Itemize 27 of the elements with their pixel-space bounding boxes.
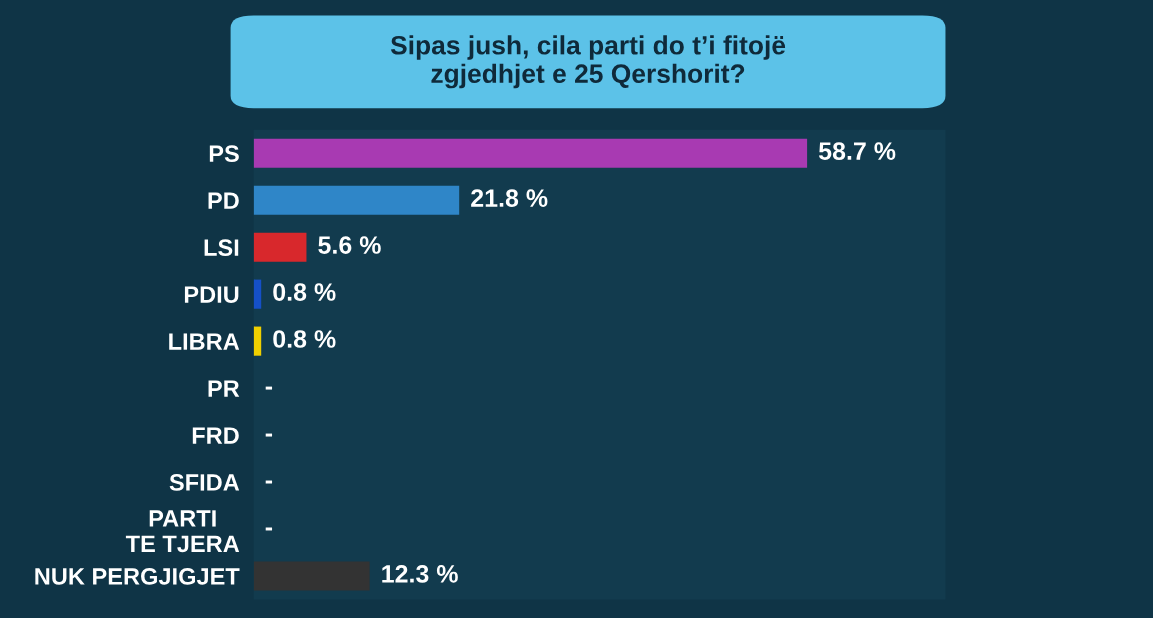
- bar: [253, 138, 808, 168]
- bar: [253, 232, 307, 262]
- y-tick-label: PR: [208, 380, 240, 397]
- y-tick-label: LIBRA: [169, 333, 240, 350]
- text: -: [265, 386, 273, 390]
- bar: [253, 279, 262, 309]
- chart-title: Sipas jush, cila parti do t’i fitojë zgjedhjet e 25 Qershorit?: [390, 35, 786, 89]
- text: -: [265, 527, 273, 531]
- data-label: 0.8 %: [273, 283, 336, 301]
- data-label: 5.6 %: [318, 236, 381, 254]
- bar: [253, 185, 460, 215]
- y-tick-label: PS: [209, 145, 239, 163]
- bar: [253, 326, 262, 356]
- bar: [253, 561, 370, 591]
- y-tick-label: PARTI TE TJERA: [125, 510, 240, 553]
- y-tick-label: PDIU: [184, 286, 239, 303]
- y-tick-label: PD: [208, 192, 239, 209]
- y-tick-label: SFIDA: [169, 474, 240, 491]
- y-tick-label: LSI: [204, 239, 239, 256]
- y-tick-label: NUK PERGJIGJET: [35, 568, 240, 585]
- y-tick-label: FRD: [192, 427, 239, 444]
- data-label: 21.8 %: [471, 189, 548, 207]
- data-label: 12.3 %: [382, 564, 458, 583]
- data-label: 0.8 %: [273, 330, 336, 348]
- text: -: [265, 480, 273, 484]
- data-label: 58.7 %: [818, 142, 896, 160]
- text: -: [265, 433, 273, 437]
